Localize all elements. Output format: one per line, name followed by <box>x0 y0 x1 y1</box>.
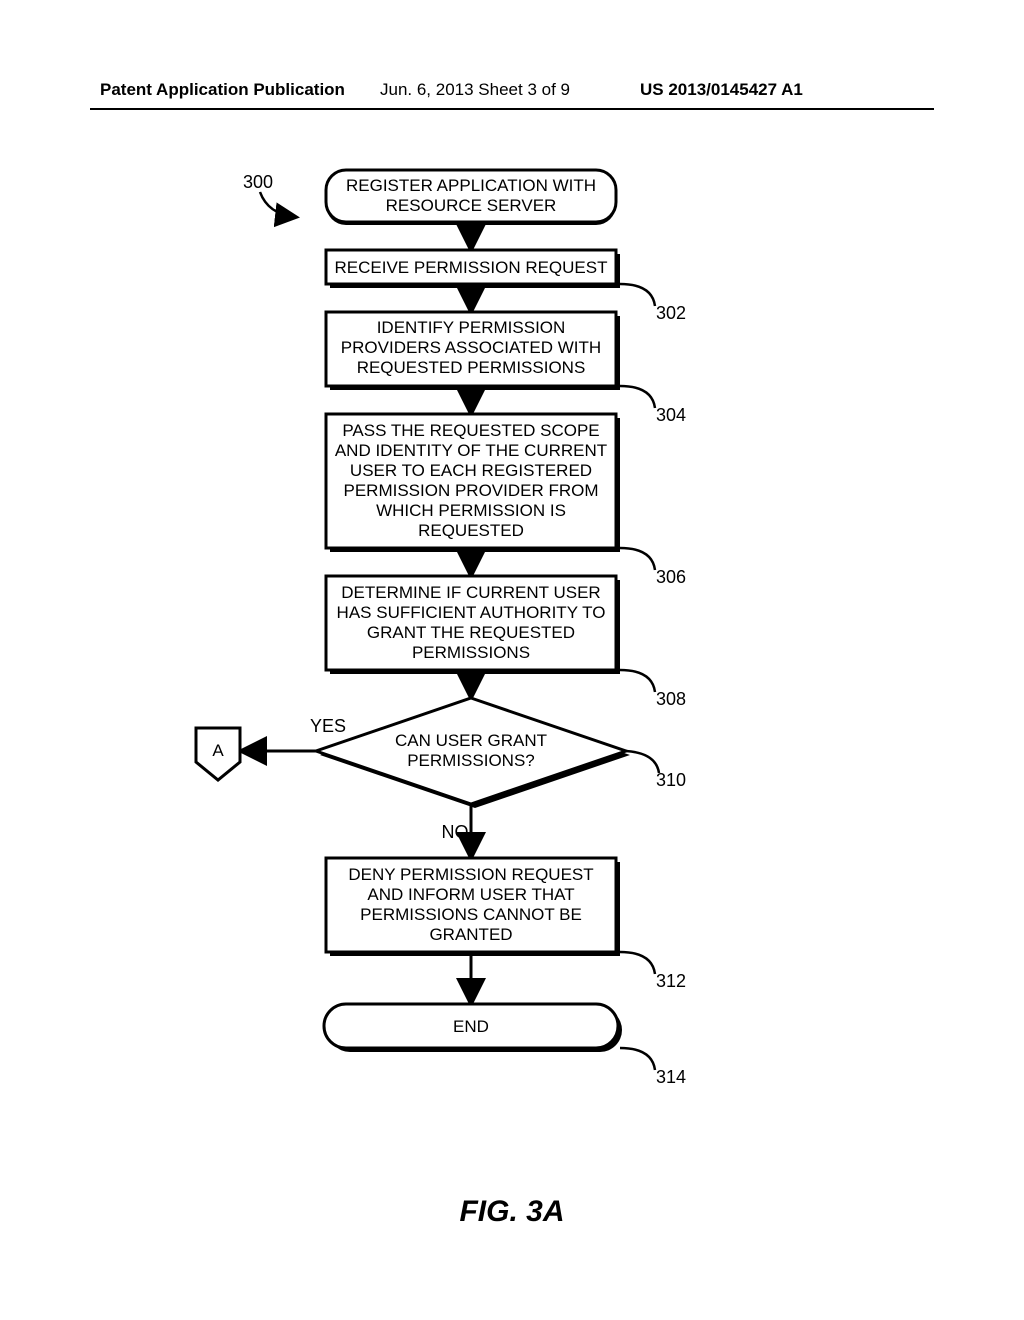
svg-text:PERMISSIONS CANNOT BE: PERMISSIONS CANNOT BE <box>360 905 582 924</box>
svg-text:CAN USER GRANT: CAN USER GRANT <box>395 731 547 750</box>
ref-314-leader <box>620 1048 655 1070</box>
node-308: DETERMINE IF CURRENT USER HAS SUFFICIENT… <box>326 576 620 674</box>
svg-text:PASS THE REQUESTED SCOPE: PASS THE REQUESTED SCOPE <box>342 421 599 440</box>
node-register: REGISTER APPLICATION WITH RESOURCE SERVE… <box>326 170 616 225</box>
ref-312-leader <box>620 952 655 974</box>
header-rule <box>90 108 934 110</box>
page-header: Patent Application Publication Jun. 6, 2… <box>0 80 1024 110</box>
connector-a: A <box>196 728 240 780</box>
svg-text:IDENTIFY PERMISSION: IDENTIFY PERMISSION <box>377 318 566 337</box>
ref-302: 302 <box>656 303 686 323</box>
svg-text:DETERMINE IF CURRENT USER: DETERMINE IF CURRENT USER <box>341 583 600 602</box>
node-302-text: RECEIVE PERMISSION REQUEST <box>335 258 608 277</box>
node-312: DENY PERMISSION REQUEST AND INFORM USER … <box>326 858 620 956</box>
header-left: Patent Application Publication <box>100 80 345 100</box>
ref-304-leader <box>620 386 655 408</box>
svg-text:REQUESTED: REQUESTED <box>418 521 524 540</box>
ref-306: 306 <box>656 567 686 587</box>
svg-text:AND IDENTITY OF THE CURRENT: AND IDENTITY OF THE CURRENT <box>335 441 607 460</box>
ref-310: 310 <box>656 770 686 790</box>
svg-text:DENY PERMISSION REQUEST: DENY PERMISSION REQUEST <box>348 865 593 884</box>
svg-text:USER TO EACH REGISTERED: USER TO EACH REGISTERED <box>350 461 592 480</box>
svg-text:PERMISSIONS: PERMISSIONS <box>412 643 530 662</box>
node-314: END <box>324 1004 622 1052</box>
svg-text:GRANT THE REQUESTED: GRANT THE REQUESTED <box>367 623 575 642</box>
svg-text:A: A <box>212 741 224 760</box>
ref-304: 304 <box>656 405 686 425</box>
ref-314: 314 <box>656 1067 686 1087</box>
node-306: PASS THE REQUESTED SCOPE AND IDENTITY OF… <box>326 414 620 552</box>
svg-text:PERMISSIONS?: PERMISSIONS? <box>407 751 535 770</box>
ref-310-leader <box>626 751 659 773</box>
svg-text:REQUESTED PERMISSIONS: REQUESTED PERMISSIONS <box>357 358 586 377</box>
ref-300: 300 <box>243 172 273 192</box>
svg-text:PERMISSION PROVIDER FROM: PERMISSION PROVIDER FROM <box>343 481 598 500</box>
node-302: RECEIVE PERMISSION REQUEST <box>326 250 620 288</box>
header-right: US 2013/0145427 A1 <box>640 80 803 100</box>
svg-text:PROVIDERS ASSOCIATED WITH: PROVIDERS ASSOCIATED WITH <box>341 338 601 357</box>
flowchart: REGISTER APPLICATION WITH RESOURCE SERVE… <box>0 150 1024 1250</box>
svg-text:GRANTED: GRANTED <box>429 925 512 944</box>
node-314-text: END <box>453 1017 489 1036</box>
ref-302-leader <box>620 284 655 306</box>
node-304: IDENTIFY PERMISSION PROVIDERS ASSOCIATED… <box>326 312 620 390</box>
ref-308-leader <box>620 670 655 692</box>
ref-312: 312 <box>656 971 686 991</box>
yes-label: YES <box>310 716 346 736</box>
svg-text:HAS SUFFICIENT AUTHORITY TO: HAS SUFFICIENT AUTHORITY TO <box>337 603 606 622</box>
ref-308: 308 <box>656 689 686 709</box>
figure-caption: FIG. 3A <box>0 1195 1024 1229</box>
ref-306-leader <box>620 548 655 570</box>
header-center: Jun. 6, 2013 Sheet 3 of 9 <box>380 80 570 100</box>
svg-text:WHICH PERMISSION IS: WHICH PERMISSION IS <box>376 501 566 520</box>
node-register-l1: REGISTER APPLICATION WITH <box>346 176 596 195</box>
node-register-l2: RESOURCE SERVER <box>386 196 557 215</box>
node-310: CAN USER GRANT PERMISSIONS? <box>316 698 630 808</box>
ref-300-leader <box>260 192 295 217</box>
no-label: NO <box>442 822 469 842</box>
svg-text:AND INFORM USER THAT: AND INFORM USER THAT <box>367 885 574 904</box>
